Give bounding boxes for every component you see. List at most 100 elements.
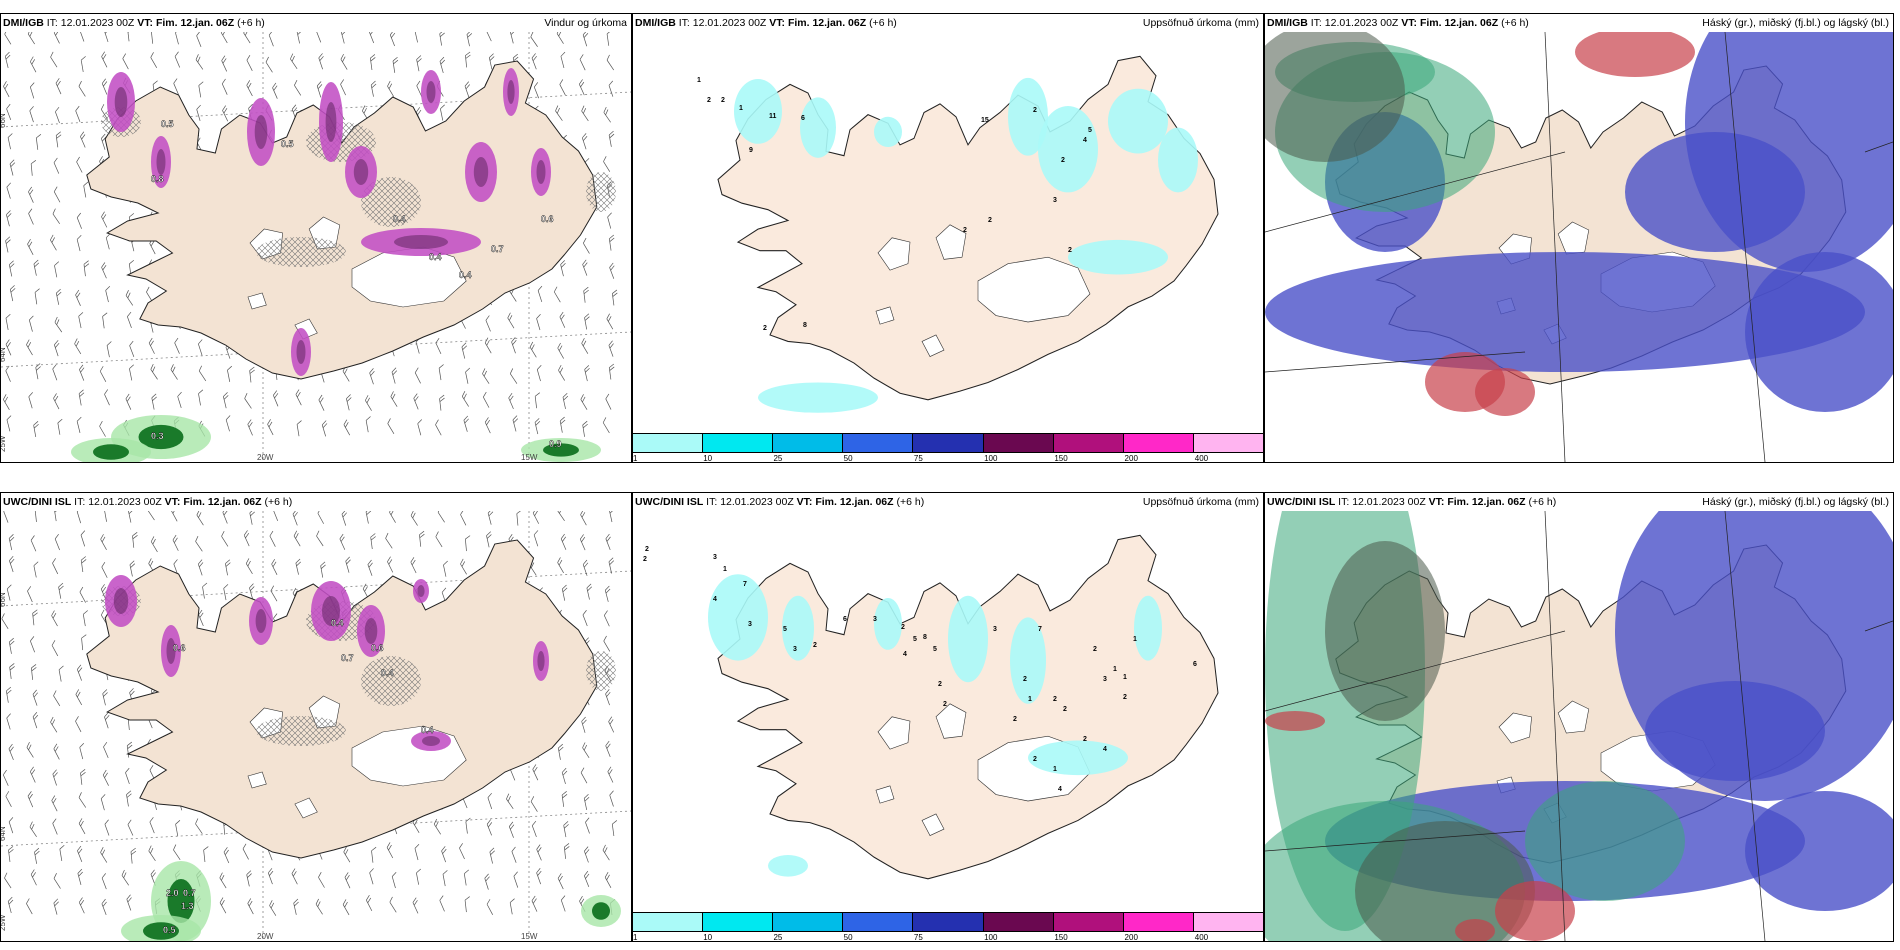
init-time: 12.01.2023 00Z [88,496,162,508]
precip-area [874,597,902,650]
wind-barb [34,511,37,523]
wind-barb [198,81,204,98]
wind-barb [465,817,471,834]
wind-barb [5,313,11,330]
wind-barb [30,869,37,886]
precip-core [166,638,176,664]
wind-barb [536,868,542,885]
colorbar-tick-label: 1 [633,454,638,463]
wind-barb [5,365,11,382]
wind-barb [533,82,540,99]
precip-area [1008,77,1048,156]
wind-barb [6,686,12,703]
wind-barb [459,843,465,860]
wind-barb [269,530,276,547]
wind-barb [511,846,517,863]
valid-time: Fim. 12.jan. 06Z [1419,17,1499,29]
wind-barb [127,819,134,836]
wind-barb [80,530,86,547]
wind-barb [8,846,14,862]
precip-value-label: 7 [1038,626,1042,633]
wind-barb [8,260,15,277]
precip-area [1010,617,1046,704]
wind-barb [582,259,588,276]
wind-barb [605,533,611,550]
vt-label: VT: [1428,496,1445,508]
wind-barb [529,341,537,358]
precip-value-label: 2 [1023,676,1027,683]
wind-barb [52,769,58,786]
wind-barb [6,210,12,227]
wind-barb [247,419,253,436]
precip-value-label: 1 [1123,674,1127,681]
wind-barb [222,105,229,122]
wind-barb [3,81,10,98]
wind-barb [530,32,538,47]
wind-barb [125,767,130,785]
wind-barb [174,51,181,68]
colorbar-swatch [913,913,984,931]
low-cloud-area [1265,252,1865,372]
precip-value-label: 2 [1053,696,1057,703]
model-name: UWC/DINI ISL [3,496,72,508]
wind-barb [465,367,471,384]
precip-value-label: 0.5 [163,925,176,935]
snow-hatch-area [256,716,346,746]
wind-barb [52,364,58,381]
wind-precip-panel-top: DMI/IGB IT: 12.01.2023 00Z VT: Fim. 12.j… [0,13,632,463]
wind-barb [75,716,82,733]
wind-barb [345,556,351,573]
high-cloud-area [1265,32,1405,162]
glacier-outline [875,306,895,325]
precip-core [426,81,436,103]
grid-line [1265,151,1566,233]
wind-barb [3,394,10,410]
wind-barb [101,211,108,228]
wind-barb [465,535,471,552]
wind-barb [370,80,377,97]
wind-barb [32,712,39,729]
precip-value-label: 2 [763,325,767,332]
wind-barb [52,208,61,225]
cloud-map [1265,32,1893,462]
wind-barb [76,416,82,433]
wind-barb [582,420,588,437]
wind-barb [7,133,13,150]
precip-value-label: 0.3 [151,431,164,441]
colorbar-swatch [843,434,914,452]
sea-precip-heavy [167,879,195,923]
precip-value-label: 1 [1053,766,1057,773]
snow-hatch-area [361,656,421,706]
wind-barb [531,895,538,912]
lat-label: 25W [1,914,7,931]
iceland-coastline [717,534,1219,880]
wind-barb [389,896,397,913]
wind-barb [265,56,273,73]
wind-barb [509,898,515,915]
wind-barb [608,363,615,380]
wind-map: 0.3 0.9 0.4 0.4 0.4 0.7 0.5 0.8 0.5 0.6 66N 64N 25W 2… [1,32,631,462]
wind-barb [9,159,16,176]
panel-header: UWC/DINI ISL IT: 12.01.2023 00Z VT: Fim.… [1265,493,1893,511]
wind-barb [80,131,86,148]
wind-barb [4,32,12,45]
precip-value-label: 2 [1061,157,1065,164]
precip-value-label: 5 [783,626,787,633]
low-cloud-area [1645,681,1825,781]
wind-barb [583,237,590,254]
wind-barb [486,531,492,548]
wind-barb [8,817,14,834]
precip-value-label: 0.8 [151,174,164,184]
wind-barb [530,796,538,812]
wind-barb [267,419,274,436]
wind-barb [195,535,203,552]
wind-barb [603,156,611,172]
wind-barb [58,665,64,682]
glacier-outline [977,256,1091,323]
colorbar-cells [632,433,1264,453]
grid-line [1265,830,1526,852]
glacier-outline [1498,712,1532,744]
model-name: UWC/DINI ISL [635,496,704,508]
wind-barb [150,536,158,553]
wind-barb [27,791,34,808]
